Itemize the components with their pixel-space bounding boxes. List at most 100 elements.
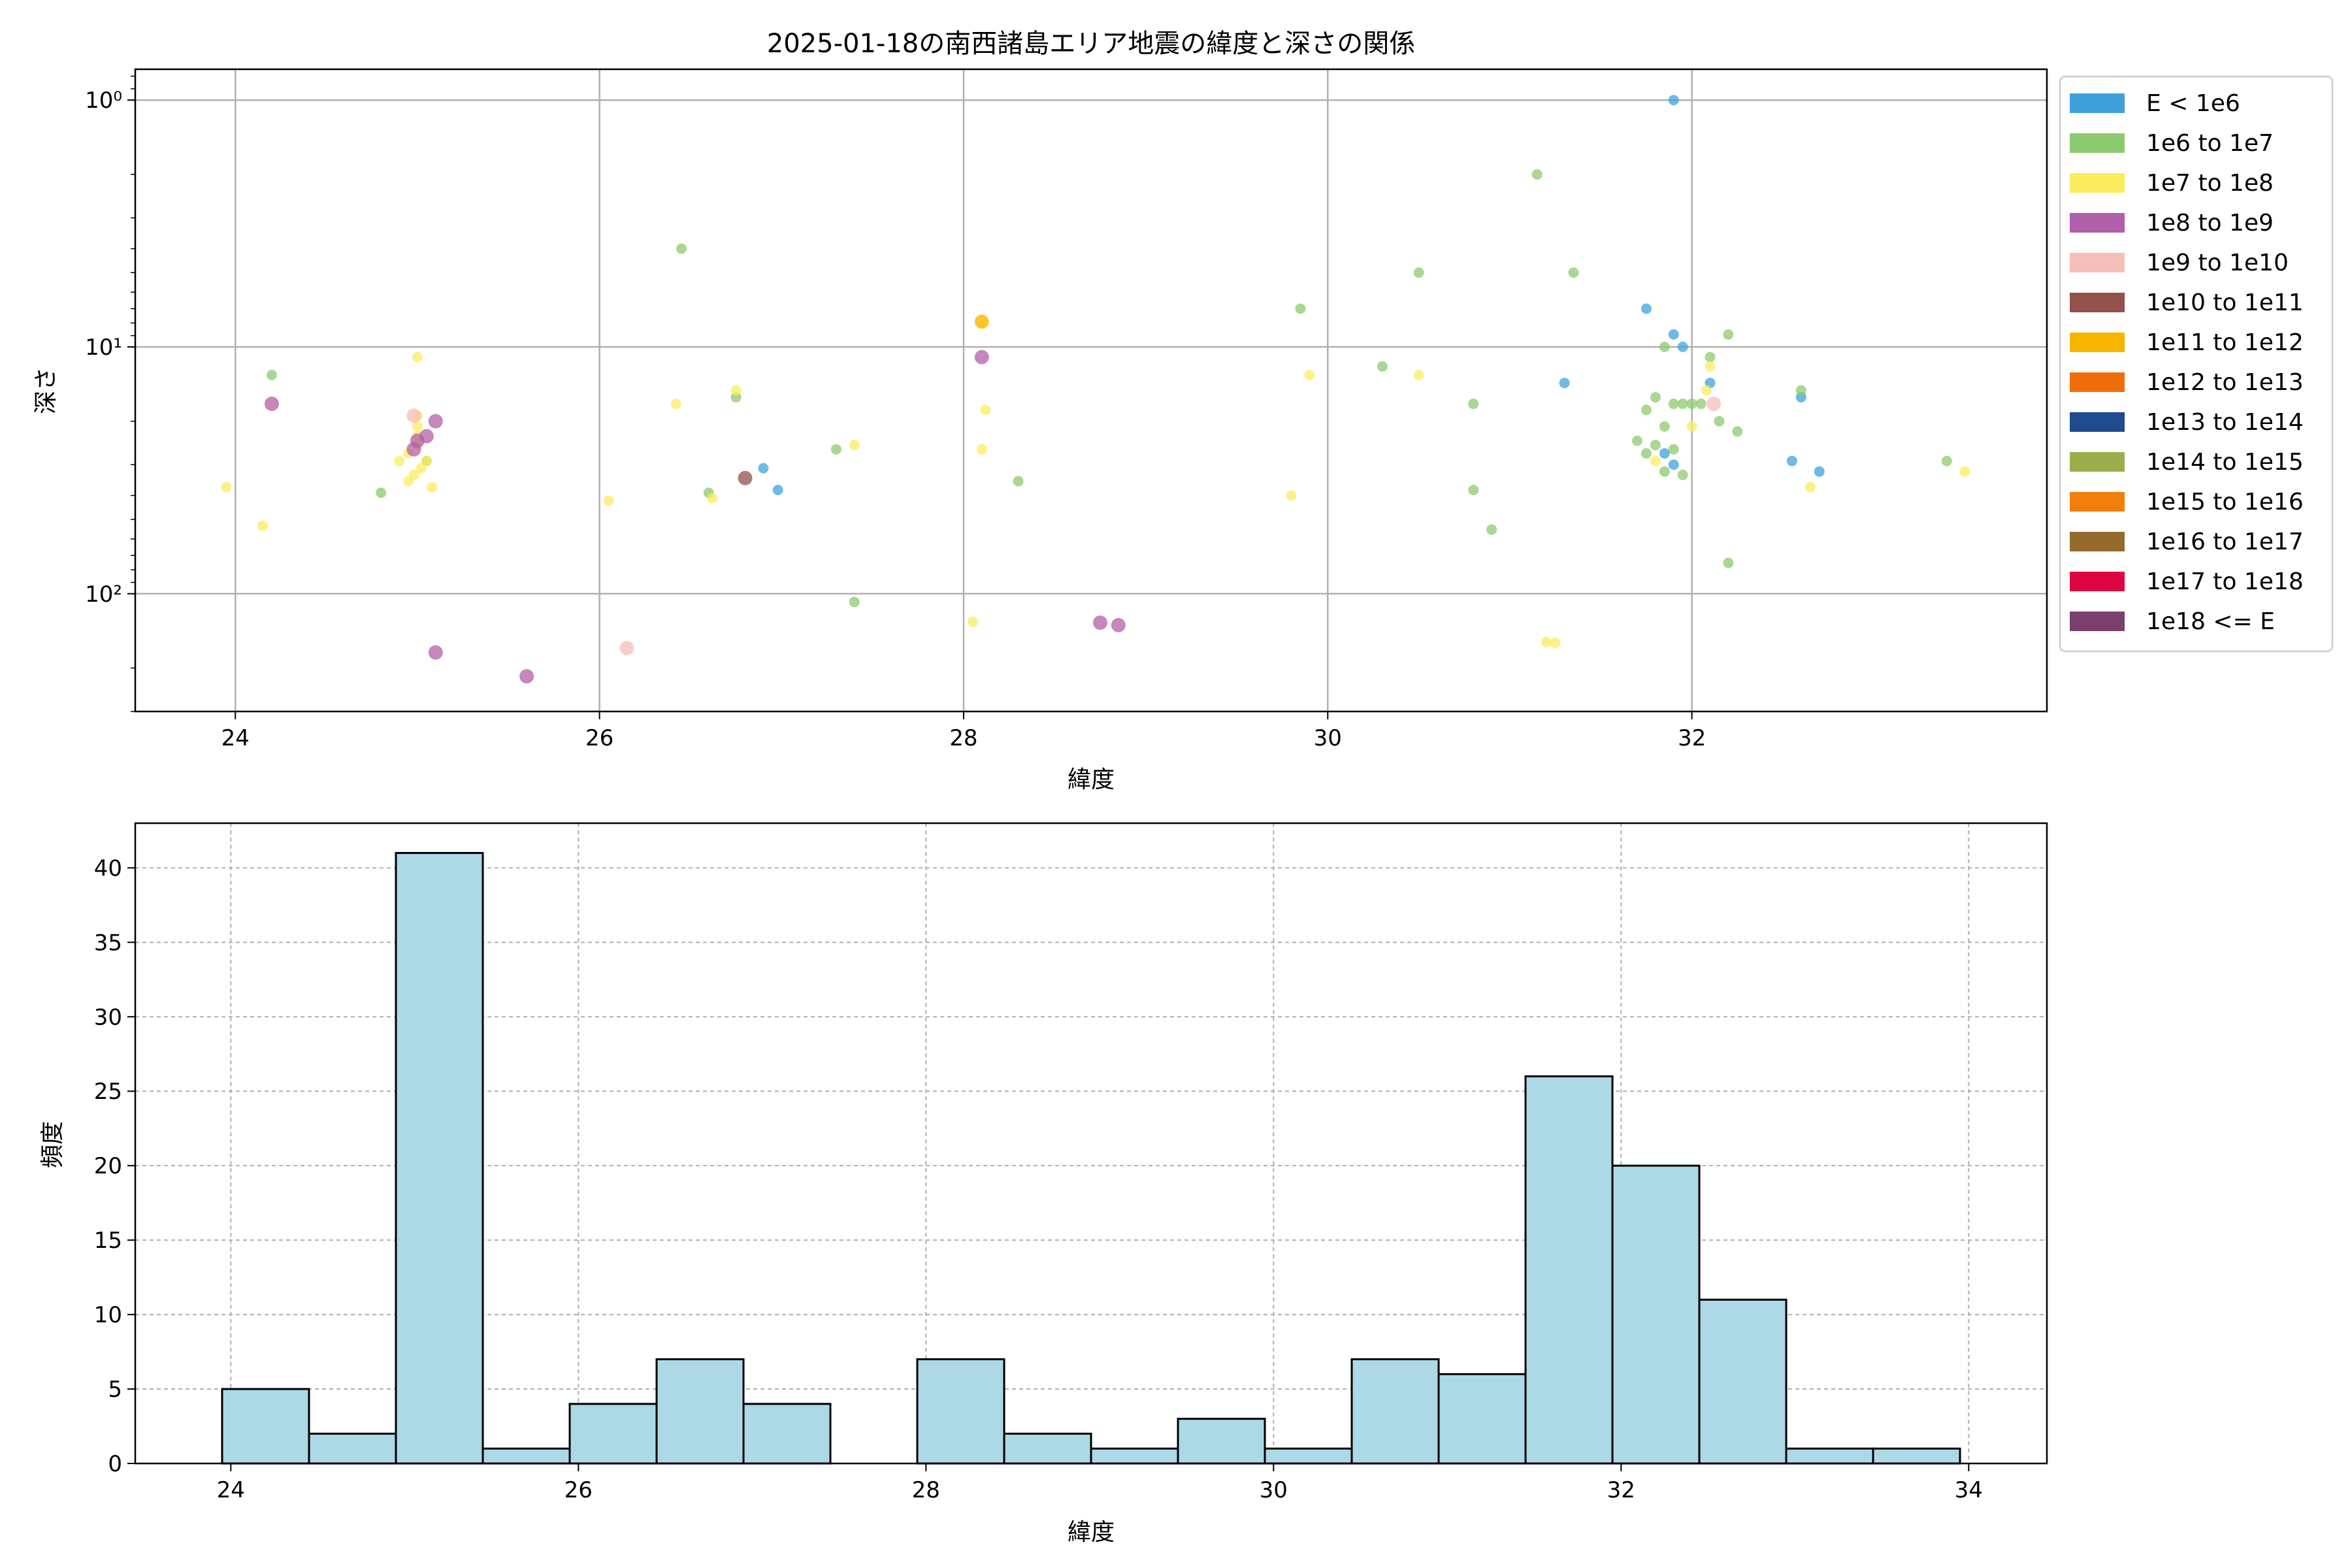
scatter-point (1668, 329, 1679, 340)
legend-label: 1e13 to 1e14 (2146, 409, 2304, 436)
scatter-point (1295, 303, 1306, 314)
legend-label: 1e11 to 1e12 (2146, 329, 2304, 356)
scatter-x-tick-label: 26 (585, 725, 613, 751)
legend-swatch (2070, 253, 2125, 272)
histogram-bar (1177, 1418, 1266, 1465)
histogram-bar (742, 1403, 832, 1465)
histogram-bar (1872, 1447, 1961, 1465)
histogram-x-tick-label: 32 (1607, 1477, 1635, 1503)
scatter-point (1531, 169, 1543, 180)
legend-label: 1e17 to 1e18 (2146, 568, 2304, 595)
scatter-point (1632, 435, 1642, 446)
scatter-point (967, 616, 978, 627)
histogram-bar (1350, 1358, 1440, 1465)
scatter-point (412, 351, 423, 363)
histogram-y-tick-label: 5 (108, 1377, 122, 1403)
legend-swatch (2070, 572, 2125, 591)
scatter-point (428, 414, 443, 429)
histogram-bar (308, 1432, 397, 1465)
scatter-point (1659, 421, 1670, 432)
scatter-point (1013, 476, 1024, 487)
scatter-point (849, 596, 860, 608)
scatter-point (428, 645, 443, 660)
histogram-x-tick-label: 34 (1955, 1477, 1983, 1503)
scatter-point (221, 482, 232, 493)
histogram-y-tick-label: 30 (94, 1004, 122, 1030)
scatter-y-tick-label: 10¹ (85, 335, 122, 361)
legend-swatch (2070, 492, 2125, 512)
scatter-point (1707, 397, 1722, 412)
scatter-x-tick-label: 24 (221, 725, 250, 751)
scatter-point (670, 399, 681, 410)
histogram-x-axis-label: 緯度 (1068, 1519, 1115, 1546)
scatter-point (830, 444, 841, 455)
histogram-y-tick-label: 40 (94, 855, 122, 881)
legend-label: E < 1e6 (2146, 90, 2240, 117)
scatter-point (1641, 303, 1652, 314)
scatter-point (1959, 466, 1970, 477)
scatter-point (519, 669, 534, 684)
scatter-point (406, 442, 421, 457)
legend-label: 1e15 to 1e16 (2146, 489, 2304, 515)
scatter-point (376, 487, 387, 498)
scatter-point (1686, 399, 1697, 410)
scatter-point (1377, 361, 1388, 372)
scatter-point (1659, 466, 1670, 477)
scatter-legend: E < 1e6 1e6 to 1e7 1e7 to 1e8 1e8 to 1e9 1e9… (2059, 75, 2334, 653)
scatter-point (619, 640, 634, 655)
scatter-point (257, 520, 269, 531)
histogram-y-axis-label: 頻度 (39, 1121, 66, 1168)
legend-swatch (2070, 293, 2125, 312)
scatter-x-axis-label: 緯度 (1068, 766, 1115, 793)
histogram-bar (1437, 1373, 1527, 1465)
scatter-point (1941, 455, 1952, 466)
histogram-x-tick-label: 24 (217, 1477, 245, 1503)
histogram-axes-frame (134, 822, 2048, 1465)
scatter-point (1650, 392, 1661, 403)
scatter-y-tick-label: 10² (85, 581, 122, 608)
scatter-point (1413, 370, 1424, 381)
scatter-point (416, 463, 427, 474)
scatter-point (707, 493, 718, 504)
legend-swatch (2070, 333, 2125, 352)
scatter-point (1550, 637, 1561, 648)
scatter-point (406, 408, 421, 423)
histogram-y-tick-label: 10 (94, 1302, 122, 1328)
scatter-point (1668, 95, 1679, 106)
histogram-y-tick-label: 20 (94, 1153, 122, 1179)
scatter-point (1668, 444, 1679, 455)
legend-label: 1e8 to 1e9 (2146, 210, 2274, 237)
legend-swatch (2070, 452, 2125, 472)
legend-swatch (2070, 133, 2125, 153)
scatter-point (1641, 448, 1652, 459)
legend-swatch (2070, 173, 2125, 193)
scatter-point (1650, 440, 1661, 451)
scatter-point (1677, 341, 1688, 352)
histogram-x-tick-label: 28 (912, 1477, 940, 1503)
scatter-point (1714, 416, 1725, 427)
scatter-point (1814, 466, 1825, 477)
legend-swatch (2070, 372, 2125, 392)
legend-label: 1e12 to 1e13 (2146, 369, 2304, 396)
scatter-point (738, 470, 753, 485)
histogram-y-tick-label: 25 (94, 1079, 122, 1105)
histogram-y-tick-label: 0 (108, 1451, 122, 1477)
scatter-x-tick-label: 32 (1678, 725, 1706, 751)
scatter-point (1468, 399, 1479, 410)
scatter-point (1092, 615, 1107, 630)
histogram-x-tick-label: 26 (564, 1477, 593, 1503)
scatter-point (980, 404, 991, 416)
scatter-title: 2025-01-18の南西諸島エリア地震の緯度と深さの関係 (767, 29, 1415, 59)
legend-label: 1e18 <= E (2146, 608, 2275, 635)
scatter-point (1677, 399, 1688, 410)
histogram-bar (916, 1358, 1005, 1465)
histogram-bar (655, 1358, 745, 1465)
histogram-bar (1611, 1164, 1701, 1465)
scatter-x-tick-label: 30 (1314, 725, 1342, 751)
legend-label: 1e14 to 1e15 (2146, 449, 2304, 476)
histogram-ticks: 24 26 28 30 32 34 0 5 10 15 20 25 30 35 40 (94, 855, 1983, 1503)
scatter-point (1695, 399, 1707, 410)
scatter-point (1686, 421, 1697, 432)
